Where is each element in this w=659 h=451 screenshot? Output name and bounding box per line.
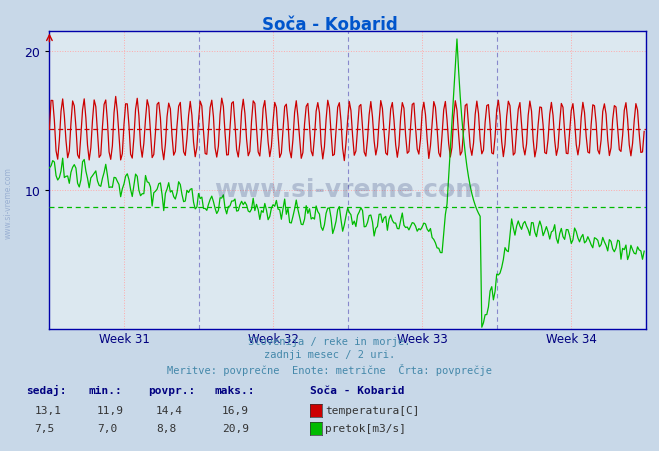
Text: 14,4: 14,4: [156, 405, 183, 415]
Text: Slovenija / reke in morje.: Slovenija / reke in morje.: [248, 336, 411, 346]
Text: 20,9: 20,9: [222, 423, 249, 433]
Text: sedaj:: sedaj:: [26, 385, 67, 396]
Text: temperatura[C]: temperatura[C]: [325, 405, 419, 415]
Text: www.si-vreme.com: www.si-vreme.com: [3, 167, 13, 239]
Text: zadnji mesec / 2 uri.: zadnji mesec / 2 uri.: [264, 350, 395, 359]
Text: Meritve: povprečne  Enote: metrične  Črta: povprečje: Meritve: povprečne Enote: metrične Črta:…: [167, 363, 492, 375]
Text: min.:: min.:: [89, 385, 123, 395]
Text: 11,9: 11,9: [97, 405, 124, 415]
Text: povpr.:: povpr.:: [148, 385, 196, 395]
Text: pretok[m3/s]: pretok[m3/s]: [325, 423, 406, 433]
Text: 13,1: 13,1: [34, 405, 61, 415]
Text: Soča - Kobarid: Soča - Kobarid: [310, 385, 404, 395]
Text: 16,9: 16,9: [222, 405, 249, 415]
Text: www.si-vreme.com: www.si-vreme.com: [214, 177, 481, 201]
Text: 7,5: 7,5: [34, 423, 55, 433]
Text: maks.:: maks.:: [214, 385, 254, 395]
Text: Soča - Kobarid: Soča - Kobarid: [262, 16, 397, 34]
Text: 8,8: 8,8: [156, 423, 177, 433]
Text: 7,0: 7,0: [97, 423, 117, 433]
